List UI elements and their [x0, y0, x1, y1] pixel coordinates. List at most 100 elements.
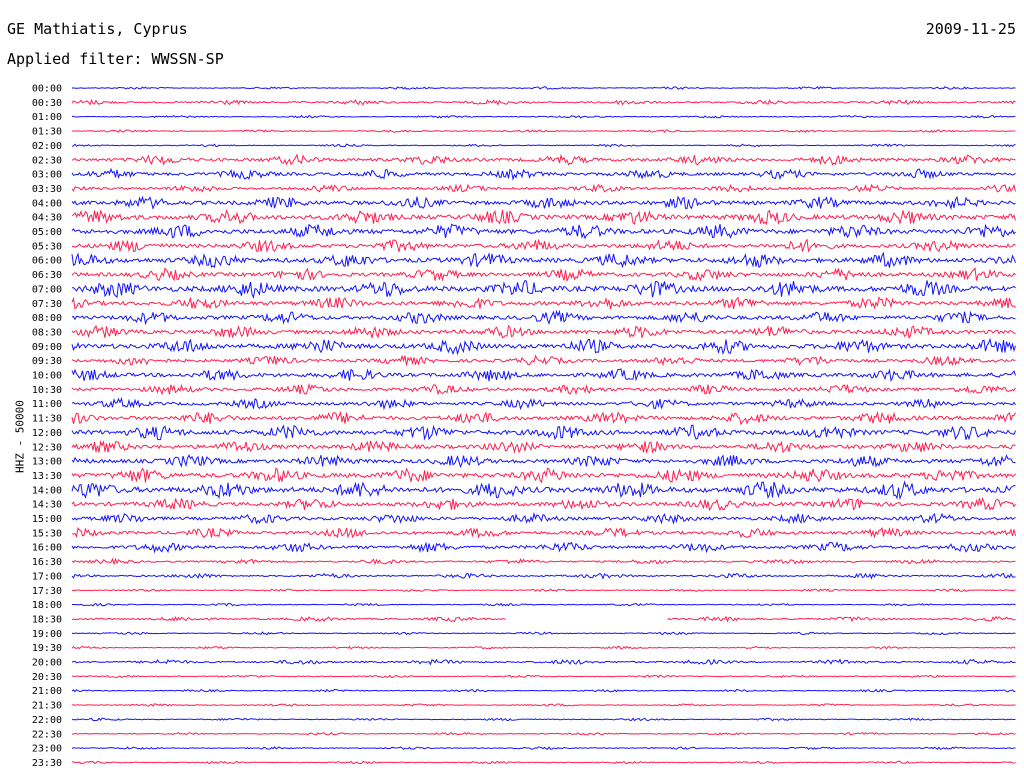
- seismic-trace: [71, 397, 1016, 411]
- seismic-trace: [71, 296, 1016, 310]
- row-time-label: 15:00: [32, 514, 62, 525]
- seismic-trace: [71, 511, 1016, 525]
- seismic-trace: [71, 760, 1016, 765]
- seismic-trace: [71, 251, 1016, 269]
- seismic-trace: [71, 129, 1016, 134]
- row-time-label: 11:30: [32, 414, 62, 425]
- row-time-label: 06:30: [32, 270, 62, 281]
- row-time-label: 04:00: [32, 198, 62, 209]
- row-time-label: 21:00: [32, 686, 62, 697]
- row-time-label: 23:00: [32, 744, 62, 755]
- row-time-label: 22:30: [32, 729, 62, 740]
- seismic-trace: [71, 440, 1016, 454]
- row-time-label: 00:30: [32, 98, 62, 109]
- seismic-trace: [71, 615, 1016, 623]
- row-time-label: 03:00: [32, 170, 62, 181]
- row-time-label: 02:30: [32, 155, 62, 166]
- seismic-trace: [71, 631, 1016, 636]
- row-time-label: 07:00: [32, 284, 62, 295]
- date-label: 2009-11-25: [925, 20, 1016, 38]
- row-time-label: 17:30: [32, 586, 62, 597]
- seismic-trace: [71, 195, 1016, 211]
- row-time-label: 03:30: [32, 184, 62, 195]
- row-time-label: 16:00: [32, 543, 62, 554]
- row-time-label: 05:30: [32, 241, 62, 252]
- seismic-trace: [71, 279, 1016, 299]
- row-time-label: 13:30: [32, 471, 62, 482]
- row-time-label: 06:00: [32, 256, 62, 267]
- seismic-trace: [71, 496, 1016, 512]
- seismic-trace: [71, 688, 1016, 693]
- seismic-trace: [71, 541, 1016, 554]
- row-time-label: 11:00: [32, 399, 62, 410]
- row-time-label: 22:00: [32, 715, 62, 726]
- row-time-label: 18:00: [32, 600, 62, 611]
- seismic-trace: [71, 731, 1016, 736]
- row-time-label: 04:30: [32, 213, 62, 224]
- seismic-trace: [71, 658, 1016, 666]
- seismic-trace: [71, 368, 1016, 382]
- row-time-label: 15:30: [32, 528, 62, 539]
- row-time-label: 08:00: [32, 313, 62, 324]
- row-time-label: 10:30: [32, 385, 62, 396]
- seismic-trace: [71, 572, 1016, 580]
- seismic-trace: [71, 309, 1016, 326]
- seismic-trace: [71, 183, 1016, 193]
- seismic-trace: [71, 354, 1016, 367]
- row-time-label: 14:00: [32, 485, 62, 496]
- seismic-trace: [71, 209, 1016, 226]
- seismic-trace: [71, 454, 1016, 469]
- seismic-trace: [71, 410, 1016, 426]
- seismic-trace: [71, 238, 1016, 254]
- seismic-trace: [71, 267, 1016, 283]
- row-time-label: 09:30: [32, 356, 62, 367]
- row-time-label: 09:00: [32, 342, 62, 353]
- seismic-trace: [71, 143, 1016, 148]
- row-time-label: 14:30: [32, 500, 62, 511]
- seismic-trace: [71, 424, 1016, 441]
- seismic-trace: [71, 526, 1016, 539]
- seismic-trace: [71, 602, 1016, 607]
- row-time-label: 16:30: [32, 557, 62, 568]
- seismic-trace: [71, 153, 1016, 166]
- seismic-trace: [71, 98, 1016, 106]
- station-title: GE Mathiatis, Cyprus: [7, 20, 188, 38]
- seismic-trace: [71, 703, 1016, 707]
- seismic-trace: [71, 480, 1016, 501]
- row-time-label: 17:00: [32, 571, 62, 582]
- row-time-label: 05:00: [32, 227, 62, 238]
- row-time-label: 00:00: [32, 84, 62, 95]
- seismic-trace: [71, 337, 1016, 356]
- seismic-trace: [71, 324, 1016, 339]
- row-time-label: 13:00: [32, 457, 62, 468]
- row-time-label: 08:30: [32, 327, 62, 338]
- seismic-trace: [71, 86, 1016, 90]
- seismic-trace: [71, 467, 1016, 484]
- row-time-label: 01:00: [32, 112, 62, 123]
- seismic-trace: [71, 717, 1016, 722]
- row-time-label: 20:00: [32, 658, 62, 669]
- seismic-trace: [71, 223, 1016, 240]
- seismic-trace: [71, 557, 1016, 566]
- row-time-label: 21:30: [32, 701, 62, 712]
- seismic-trace: [71, 746, 1016, 750]
- seismic-trace: [71, 114, 1016, 119]
- row-time-label: 20:30: [32, 672, 62, 683]
- row-time-label: 18:30: [32, 614, 62, 625]
- seismic-trace: [71, 645, 1016, 650]
- row-time-label: 10:00: [32, 371, 62, 382]
- row-time-label: 12:00: [32, 428, 62, 439]
- row-time-label: 07:30: [32, 299, 62, 310]
- row-time-label: 02:00: [32, 141, 62, 152]
- row-time-label: 19:30: [32, 643, 62, 654]
- row-time-label: 01:30: [32, 127, 62, 138]
- row-time-label: 19:00: [32, 629, 62, 640]
- row-time-label: 12:30: [32, 442, 62, 453]
- filter-label: Applied filter: WWSSN-SP: [7, 50, 224, 68]
- seismic-trace: [71, 588, 1016, 593]
- seismic-trace: [71, 674, 1016, 679]
- row-time-label: 23:30: [32, 758, 62, 769]
- seismic-trace: [71, 382, 1016, 396]
- seismic-trace: [71, 167, 1016, 181]
